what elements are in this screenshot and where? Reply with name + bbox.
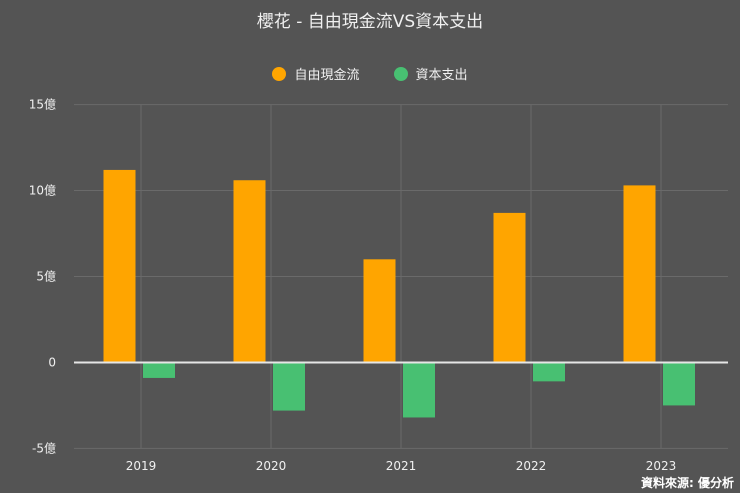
source-note: 資料來源: 優分析 — [641, 476, 734, 490]
bar-2019-free-cash-flow — [103, 169, 136, 363]
y-tick-label: 0 — [48, 355, 56, 369]
x-tick-label: 2020 — [256, 459, 287, 473]
bar-2022-capex — [533, 362, 565, 382]
bar-2019-capex — [143, 362, 175, 378]
legend: 自由現金流 資本支出 — [0, 64, 740, 83]
legend-item-capex[interactable]: 資本支出 — [393, 64, 468, 83]
legend-swatch — [393, 66, 408, 81]
bar-2020-free-cash-flow — [233, 180, 266, 363]
x-tick-label: 2019 — [126, 459, 157, 473]
y-tick-label: 5億 — [36, 270, 56, 284]
bar-2023-capex — [663, 362, 695, 406]
legend-label: 自由現金流 — [294, 68, 360, 83]
y-tick-label: 10億 — [29, 184, 56, 198]
bar-2021-free-cash-flow — [363, 259, 396, 363]
x-tick-label: 2022 — [516, 459, 547, 473]
x-tick-label: 2021 — [386, 459, 417, 473]
chart-title: 櫻花 - 自由現金流VS資本支出 — [256, 12, 484, 32]
y-tick-label: -5億 — [32, 441, 56, 455]
y-tick-label: 15億 — [29, 98, 56, 112]
legend-swatch — [272, 66, 287, 81]
bar-2023-free-cash-flow — [623, 185, 656, 363]
x-tick-label: 2023 — [646, 459, 677, 473]
bar-2021-capex — [403, 362, 435, 418]
legend-label: 資本支出 — [415, 68, 468, 83]
bar-2020-capex — [273, 362, 305, 411]
bar-2022-free-cash-flow — [493, 212, 526, 363]
legend-item-free-cash-flow[interactable]: 自由現金流 — [272, 64, 360, 83]
